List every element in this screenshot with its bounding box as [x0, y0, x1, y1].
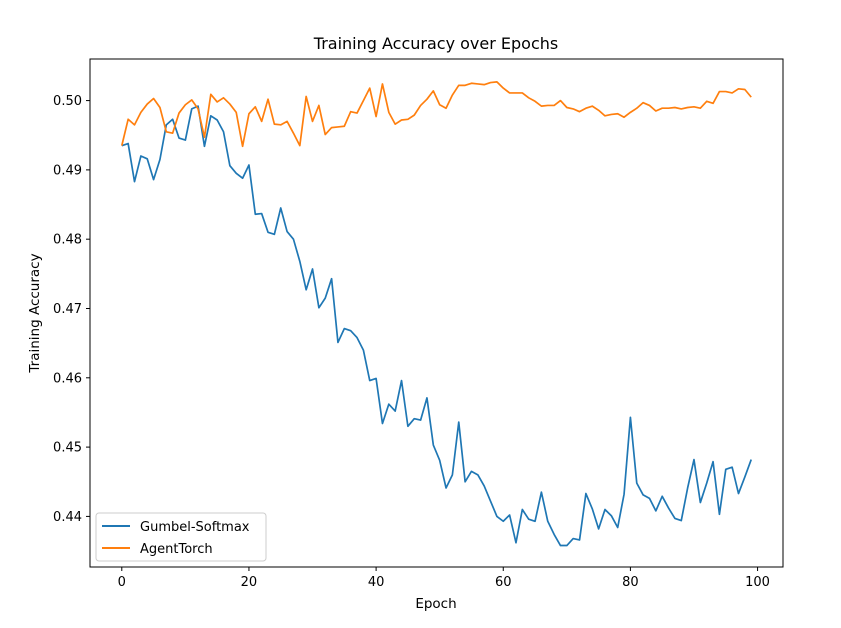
legend-box	[95, 512, 267, 562]
legend: Gumbel-Softmax AgentTorch	[95, 512, 267, 562]
y-tick-label: 0.50	[53, 94, 82, 109]
y-axis: 0.44 0.45 0.46 0.47 0.48 0.49 0.50	[53, 94, 90, 525]
x-tick-label: 0	[118, 575, 126, 590]
y-tick-label: 0.44	[53, 510, 82, 525]
y-axis-label: Training Accuracy	[27, 253, 43, 373]
chart-title: Training Accuracy over Epochs	[313, 34, 558, 53]
legend-label-gumbel-softmax: Gumbel-Softmax	[140, 520, 250, 535]
y-tick-label: 0.45	[53, 441, 82, 456]
series-group	[120, 81, 753, 547]
x-tick-label: 100	[745, 575, 770, 590]
x-tick-label: 20	[241, 575, 258, 590]
series-line-gumbel-softmax	[121, 105, 753, 547]
legend-label-agenttorch: AgentTorch	[140, 542, 213, 557]
x-axis-label: Epoch	[415, 596, 456, 612]
y-tick-label: 0.47	[53, 302, 82, 317]
x-tick-label: 80	[622, 575, 639, 590]
plot-area	[89, 58, 784, 568]
y-tick-label: 0.48	[53, 233, 82, 248]
y-tick-label: 0.49	[53, 163, 82, 178]
x-tick-label: 60	[495, 575, 512, 590]
series-line-agenttorch	[120, 81, 752, 148]
x-axis: 0 20 40 60 80 100	[118, 567, 770, 590]
plot-frame	[89, 58, 784, 568]
x-tick-label: 40	[368, 575, 385, 590]
y-tick-label: 0.46	[53, 371, 82, 386]
